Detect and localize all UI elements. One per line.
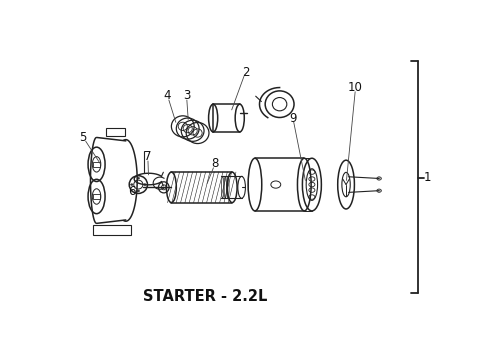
Text: STARTER - 2.2L: STARTER - 2.2L bbox=[144, 289, 268, 304]
Text: 4: 4 bbox=[164, 89, 171, 102]
Text: 3: 3 bbox=[183, 89, 190, 102]
Text: 5: 5 bbox=[79, 131, 87, 144]
Text: 6: 6 bbox=[128, 185, 135, 198]
Text: 2: 2 bbox=[242, 66, 249, 79]
Ellipse shape bbox=[377, 189, 381, 192]
Ellipse shape bbox=[377, 177, 381, 180]
Text: 7: 7 bbox=[144, 150, 151, 163]
Text: 8: 8 bbox=[211, 157, 219, 170]
Text: 9: 9 bbox=[289, 112, 296, 125]
Text: 10: 10 bbox=[348, 81, 363, 94]
Ellipse shape bbox=[131, 184, 133, 185]
Bar bbox=[93, 194, 100, 199]
Ellipse shape bbox=[144, 184, 146, 185]
Bar bbox=[93, 162, 100, 167]
Ellipse shape bbox=[137, 177, 140, 179]
Text: 1: 1 bbox=[424, 171, 432, 184]
Ellipse shape bbox=[137, 190, 140, 192]
